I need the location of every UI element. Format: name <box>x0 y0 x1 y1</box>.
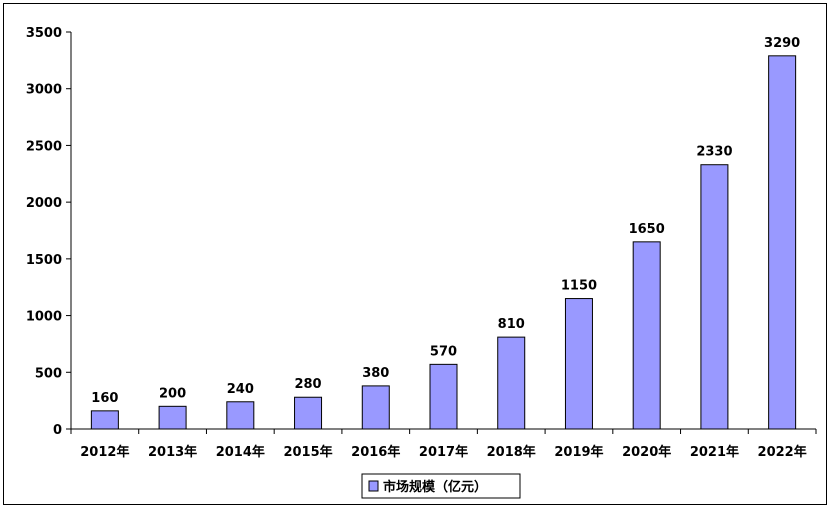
x-tick-label: 2022年 <box>758 444 807 460</box>
x-tick-label: 2021年 <box>690 444 739 460</box>
bar <box>90 410 119 430</box>
x-tick-label: 2013年 <box>148 444 197 460</box>
bar <box>294 396 323 430</box>
chart-frame <box>3 3 827 505</box>
bar <box>361 385 390 430</box>
y-axis: 0 500 1000 1500 2000 2500 3000 3500 <box>26 26 72 438</box>
bar <box>497 336 526 430</box>
data-label: 280 <box>294 377 321 392</box>
legend-swatch <box>368 480 379 492</box>
y-tick-label: 1000 <box>26 310 62 325</box>
x-tick-label: 2012年 <box>80 444 129 460</box>
bar <box>700 164 729 430</box>
bars <box>90 55 797 430</box>
data-label: 380 <box>362 366 389 381</box>
x-tick-label: 2017年 <box>419 444 468 460</box>
y-tick-label: 3000 <box>26 83 62 98</box>
data-label: 160 <box>91 391 118 406</box>
legend-label: 市场规模（亿元） <box>383 479 487 495</box>
data-labels: 160 200 240 280 380 570 810 1150 1650 2330 3290 <box>91 36 800 406</box>
legend: 市场规模（亿元） <box>361 473 521 499</box>
x-tick-label: 2020年 <box>622 444 671 460</box>
y-tick-label: 2000 <box>26 196 62 211</box>
bar <box>632 241 661 430</box>
x-tick-label: 2014年 <box>216 444 265 460</box>
bar <box>564 298 593 430</box>
y-tick-label: 1500 <box>26 253 62 268</box>
bar <box>226 401 255 430</box>
x-tick-label: 2019年 <box>554 444 603 460</box>
x-axis: 2012年 2013年 2014年 2015年 2016年 2017年 2018年 2019年… <box>70 428 817 460</box>
data-label: 810 <box>498 317 525 332</box>
data-label: 240 <box>227 382 254 397</box>
y-tick-label: 2500 <box>26 139 62 154</box>
bar <box>429 363 458 430</box>
data-label: 1650 <box>629 222 665 237</box>
data-label: 570 <box>430 344 457 359</box>
data-label: 200 <box>159 386 186 401</box>
data-label: 2330 <box>696 145 732 160</box>
y-tick-label: 3500 <box>26 26 62 41</box>
x-tick-label: 2015年 <box>283 444 332 460</box>
bar <box>768 55 797 430</box>
data-label: 3290 <box>764 36 800 51</box>
y-tick-label: 500 <box>35 366 62 381</box>
y-tick-label: 0 <box>53 423 62 438</box>
bar <box>158 405 187 430</box>
x-tick-label: 2018年 <box>487 444 536 460</box>
x-tick-label: 2016年 <box>351 444 400 460</box>
legend-box <box>361 473 521 499</box>
data-label: 1150 <box>561 279 597 294</box>
